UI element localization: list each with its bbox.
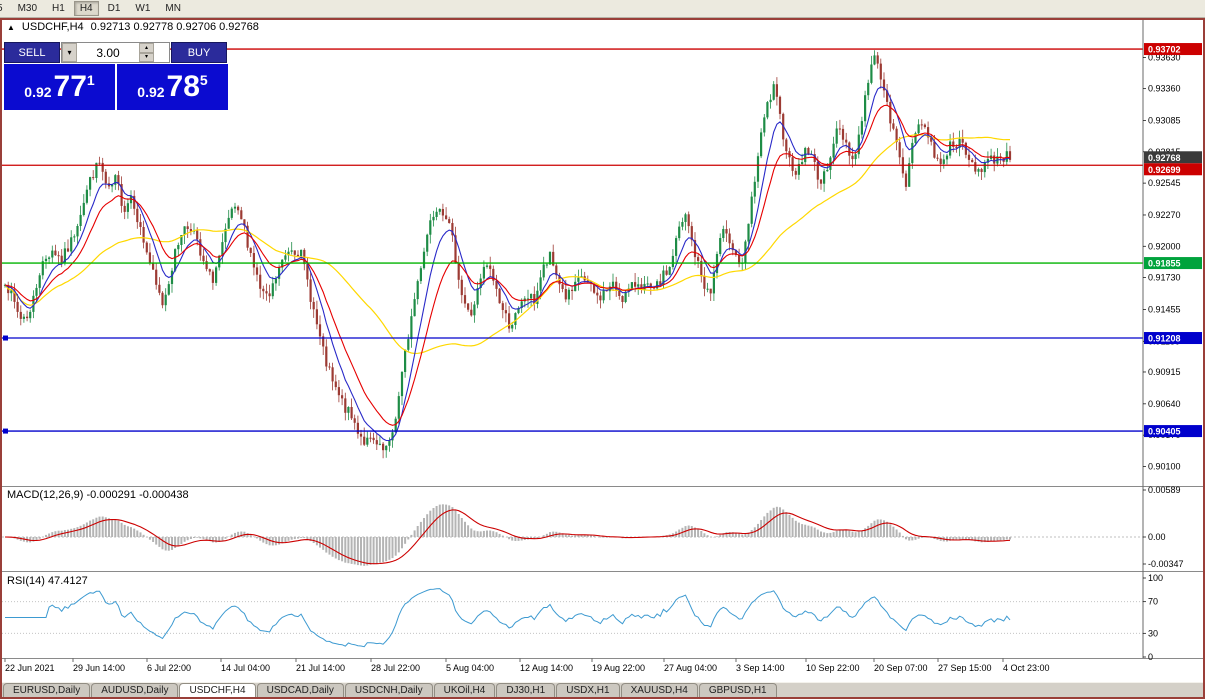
svg-text:0.90640: 0.90640 (1148, 399, 1181, 409)
price-badge (1144, 163, 1202, 176)
svg-text:0.93630: 0.93630 (1148, 52, 1181, 62)
svg-text:27 Aug 04:00: 27 Aug 04:00 (664, 663, 717, 673)
timeframe-mn-button[interactable]: MN (159, 1, 187, 16)
macd-indicator-header: MACD(12,26,9) -0.000291 -0.000438 (7, 489, 189, 501)
svg-text:12 Aug 14:00: 12 Aug 14:00 (520, 663, 573, 673)
svg-text:0.93360: 0.93360 (1148, 84, 1181, 94)
svg-text:22 Jun 2021: 22 Jun 2021 (5, 663, 55, 673)
svg-text:4 Oct 23:00: 4 Oct 23:00 (1003, 663, 1050, 673)
svg-text:30: 30 (1148, 628, 1158, 638)
bid-pipette-digit: 1 (86, 72, 95, 88)
svg-text:0: 0 (1148, 652, 1153, 662)
timeframe-w1-button[interactable]: W1 (129, 1, 156, 16)
tab-usdx-h1[interactable]: USDX,H1 (556, 683, 620, 697)
chart-tab-bar: EURUSD,Daily AUDUSD,Daily USDCHF,H4 USDC… (2, 682, 1203, 697)
timeframe-toolbar: 5 M30 H1 H4 D1 W1 MN (0, 0, 1205, 18)
svg-text:6 Jul 22:00: 6 Jul 22:00 (147, 663, 191, 673)
price-badge (1144, 257, 1202, 270)
volume-decrease-button[interactable]: ▾ (62, 43, 77, 62)
svg-text:28 Jul 22:00: 28 Jul 22:00 (371, 663, 420, 673)
macd-layer (4, 504, 1011, 566)
svg-text:0.92545: 0.92545 (1148, 178, 1181, 188)
timeframe-h1-button[interactable]: H1 (46, 1, 71, 16)
svg-text:0.91730: 0.91730 (1148, 273, 1181, 283)
svg-text:0.92270: 0.92270 (1148, 210, 1181, 220)
svg-text:100: 100 (1148, 573, 1163, 583)
svg-text:10 Sep 22:00: 10 Sep 22:00 (806, 663, 860, 673)
chart-title: ▲ USDCHF,H4 0.92713 0.92778 0.92706 0.92… (7, 21, 259, 33)
svg-text:0.00: 0.00 (1148, 532, 1166, 542)
time-axis[interactable]: 22 Jun 2021 29 Jun 14:00 6 Jul 22:00 14 Jul… (4, 658, 1050, 674)
svg-text:70: 70 (1148, 597, 1158, 607)
price-badge (1144, 151, 1202, 164)
ask-main-digits: 78 (166, 70, 200, 103)
sell-button[interactable]: SELL (4, 42, 60, 63)
chart-ohlc: 0.92713 0.92778 0.92706 0.92768 (90, 21, 259, 33)
horizontal-lines-layer[interactable] (2, 48, 1143, 434)
timeframe-h4-button[interactable]: H4 (73, 1, 99, 16)
tab-usdchf-h4[interactable]: USDCHF,H4 (179, 683, 256, 697)
one-click-trading-panel: SELL ▾ ▴ ▾ BUY 0.92 77 1 0.92 78 5 (4, 42, 228, 110)
tab-dj30-h1[interactable]: DJ30,H1 (496, 683, 556, 697)
svg-text:29 Jun 14:00: 29 Jun 14:00 (73, 663, 125, 673)
ma-lines-layer (4, 86, 1011, 442)
svg-text:20 Sep 07:00: 20 Sep 07:00 (874, 663, 928, 673)
svg-text:0.93702: 0.93702 (1148, 45, 1181, 55)
svg-text:0.92000: 0.92000 (1148, 241, 1181, 251)
svg-text:0.90405: 0.90405 (1148, 427, 1181, 437)
chart-symbol: USDCHF,H4 (21, 21, 84, 33)
tab-audusd-daily[interactable]: AUDUSD,Daily (91, 683, 179, 697)
chart-background (2, 18, 1203, 682)
svg-text:0.91455: 0.91455 (1148, 304, 1181, 314)
volume-input[interactable] (77, 43, 139, 62)
timeframe-m30-button[interactable]: M30 (12, 1, 43, 16)
rsi-layer (2, 588, 1143, 648)
ask-price-button[interactable]: 0.92 78 5 (117, 64, 228, 110)
tab-usdcnh-daily[interactable]: USDCNH,Daily (344, 683, 433, 697)
svg-text:-0.00347: -0.00347 (1148, 559, 1184, 569)
tab-ukoil-h4[interactable]: UKOil,H4 (433, 683, 496, 697)
tab-xauusd-h4[interactable]: XAUUSD,H4 (620, 683, 698, 697)
tab-eurusd-daily[interactable]: EURUSD,Daily (3, 683, 91, 697)
svg-text:0.90100: 0.90100 (1148, 461, 1181, 471)
svg-text:0.92768: 0.92768 (1148, 153, 1181, 163)
bid-price-button[interactable]: 0.92 77 1 (4, 64, 115, 110)
price-badge (1144, 425, 1202, 438)
svg-text:0.00589: 0.00589 (1148, 485, 1181, 495)
timeframe-m5-button[interactable]: 5 (0, 1, 9, 16)
buy-button[interactable]: BUY (171, 42, 227, 63)
svg-text:0.90915: 0.90915 (1148, 367, 1181, 377)
plot-area (2, 48, 1143, 648)
svg-text:14 Jul 04:00: 14 Jul 04:00 (221, 663, 270, 673)
tab-gbpusd-h1[interactable]: GBPUSD,H1 (698, 683, 777, 697)
chart-canvas[interactable]: 0.936300.933600.930850.928150.925450.922… (0, 18, 1205, 682)
volume-control: ▾ ▴ ▾ (61, 42, 170, 63)
ask-pipette-digit: 5 (199, 72, 208, 88)
line-handle[interactable] (3, 428, 8, 434)
volume-spinner: ▴ ▾ (139, 43, 154, 62)
svg-text:0.93085: 0.93085 (1148, 116, 1181, 126)
svg-text:5 Aug 04:00: 5 Aug 04:00 (446, 663, 494, 673)
timeframe-d1-button[interactable]: D1 (102, 1, 127, 16)
rsi-indicator-header: RSI(14) 47.4127 (7, 575, 88, 587)
ask-prefix: 0.92 (137, 84, 165, 100)
volume-up-button[interactable]: ▴ (139, 43, 154, 53)
svg-text:21 Jul 14:00: 21 Jul 14:00 (296, 663, 345, 673)
bid-main-digits: 77 (53, 70, 87, 103)
bid-prefix: 0.92 (24, 84, 52, 100)
line-handle[interactable] (3, 335, 8, 341)
svg-text:0.91208: 0.91208 (1148, 334, 1181, 344)
tab-usdcad-daily[interactable]: USDCAD,Daily (256, 683, 344, 697)
price-axis[interactable]: 0.936300.933600.930850.928150.925450.922… (1143, 43, 1202, 471)
svg-text:19 Aug 22:00: 19 Aug 22:00 (592, 663, 645, 673)
svg-text:3 Sep 14:00: 3 Sep 14:00 (736, 663, 785, 673)
triangle-up-icon: ▲ (7, 22, 15, 32)
svg-text:27 Sep 15:00: 27 Sep 15:00 (938, 663, 992, 673)
svg-text:0.91855: 0.91855 (1148, 259, 1181, 269)
svg-text:0.92699: 0.92699 (1148, 165, 1181, 175)
price-badge (1144, 43, 1202, 56)
price-badge (1144, 332, 1202, 345)
volume-down-button[interactable]: ▾ (139, 52, 154, 62)
